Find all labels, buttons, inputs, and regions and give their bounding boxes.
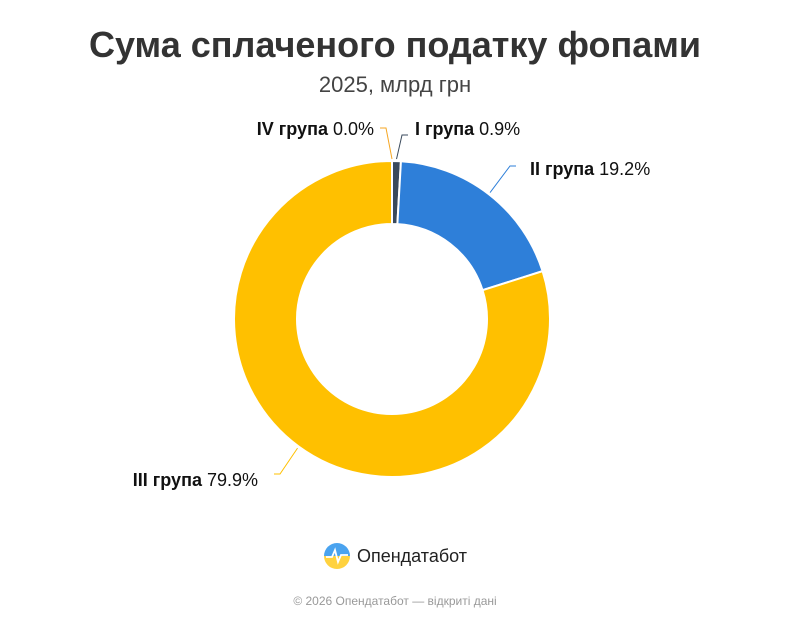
slice-label-name: III група: [133, 470, 207, 490]
slice-label-name: I група: [415, 119, 479, 139]
slice-iii-група: [233, 159, 551, 478]
leader-line-iv-група: [380, 127, 393, 160]
footer-copyright: © 2026 Опендатабот — відкриті дані: [293, 594, 497, 608]
donut-chart: I група 0.9% II група 19.2% III група 79.9…: [133, 119, 650, 490]
brand: Опендатабот: [0, 542, 790, 570]
slice-label-value: 19.2%: [599, 159, 650, 179]
leader-line-ii-група: [489, 165, 516, 193]
opendatabot-logo-icon: [323, 543, 350, 569]
slice-label-iii-група: III група 79.9%: [133, 470, 258, 490]
slice-label-ii-група: II група 19.2%: [530, 159, 650, 179]
slice-label-name: II група: [530, 159, 599, 179]
slice-ii-група: [396, 160, 544, 292]
chart-subtitle: 2025, млрд грн: [318, 72, 472, 97]
leader-line-iii-група: [274, 447, 298, 475]
slice-label-value: 79.9%: [207, 470, 258, 490]
slice-label-iv-група: IV група 0.0%: [257, 119, 374, 139]
slice-label-value: 0.9%: [479, 119, 520, 139]
slice-label-i-група: I група 0.9%: [415, 119, 520, 139]
leader-line-i-група: [396, 134, 408, 160]
chart-title: Сума сплаченого податку фопами: [89, 24, 701, 65]
slice-label-value: 0.0%: [333, 119, 374, 139]
brand-name: Опендатабот: [356, 545, 468, 566]
slice-label-name: IV група: [257, 119, 333, 139]
